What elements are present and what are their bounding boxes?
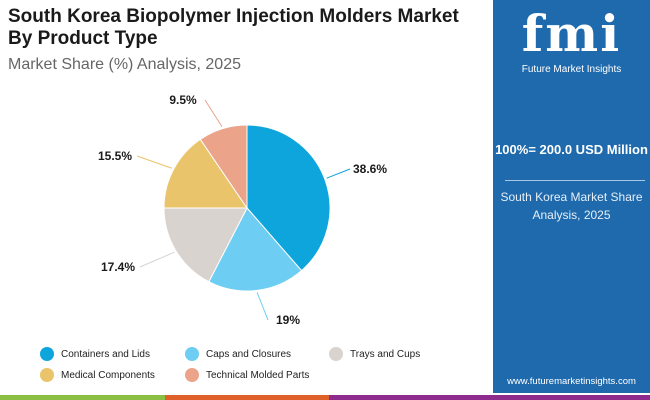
chart-title: South Korea Biopolymer Injection Molders…	[8, 6, 459, 49]
pie-slice-4	[163, 138, 248, 209]
divider	[505, 180, 645, 181]
leader-line-2	[256, 292, 269, 321]
share-caption: South Korea Market Share Analysis, 2025	[500, 190, 643, 222]
legend-label: Trays and Cups	[350, 348, 421, 360]
legend-swatch	[40, 347, 54, 361]
legend-label: Technical Molded Parts	[206, 369, 310, 381]
data-label-3: 17.4%	[101, 260, 135, 274]
website-link[interactable]: www.futuremarketinsights.com	[507, 376, 636, 387]
pie-slice-5	[199, 124, 248, 210]
data-label-1: 38.6%	[353, 162, 387, 176]
info-panel: fmi Future Market Insights 100%= 200.0 U…	[493, 0, 650, 393]
leader-line-4	[136, 155, 173, 169]
legend-swatch	[40, 368, 54, 382]
leader-line-3	[139, 251, 175, 268]
logo-mark: fmi	[521, 4, 622, 63]
footer-bar-green	[0, 395, 165, 400]
pie-slice-1	[246, 124, 331, 272]
footer-bar-purple	[329, 395, 650, 400]
data-label-2: 19%	[276, 313, 300, 327]
pie-slice-3	[163, 207, 248, 283]
pie-chart: 38.6% 19% 17.4% 15.5% 9.5%	[98, 93, 387, 327]
leader-line-5	[204, 99, 223, 128]
legend-label: Medical Components	[61, 369, 155, 381]
legend-swatch	[185, 347, 199, 361]
leader-line-1	[326, 168, 351, 179]
legend-item-3: Trays and Cups	[329, 347, 420, 361]
footer-bar-orange	[165, 395, 329, 400]
legend-label: Caps and Closures	[206, 348, 292, 360]
data-label-5: 9.5%	[169, 93, 197, 107]
legend-item-5: Technical Molded Parts	[185, 368, 309, 382]
legend-item-1: Containers and Lids	[40, 347, 150, 361]
legend-swatch	[329, 347, 343, 361]
legend-swatch	[185, 368, 199, 382]
market-total: 100%= 200.0 USD Million	[495, 142, 648, 157]
fmi-logo: fmi Future Market Insights	[493, 4, 650, 76]
chart-subtitle: Market Share (%) Analysis, 2025	[8, 56, 241, 73]
legend-label: Containers and Lids	[61, 348, 150, 360]
logo-subtext: Future Market Insights	[521, 64, 622, 75]
pie-slice-2	[208, 207, 303, 292]
data-label-4: 15.5%	[98, 149, 132, 163]
legend-item-2: Caps and Closures	[185, 347, 291, 361]
legend-item-4: Medical Components	[40, 368, 155, 382]
